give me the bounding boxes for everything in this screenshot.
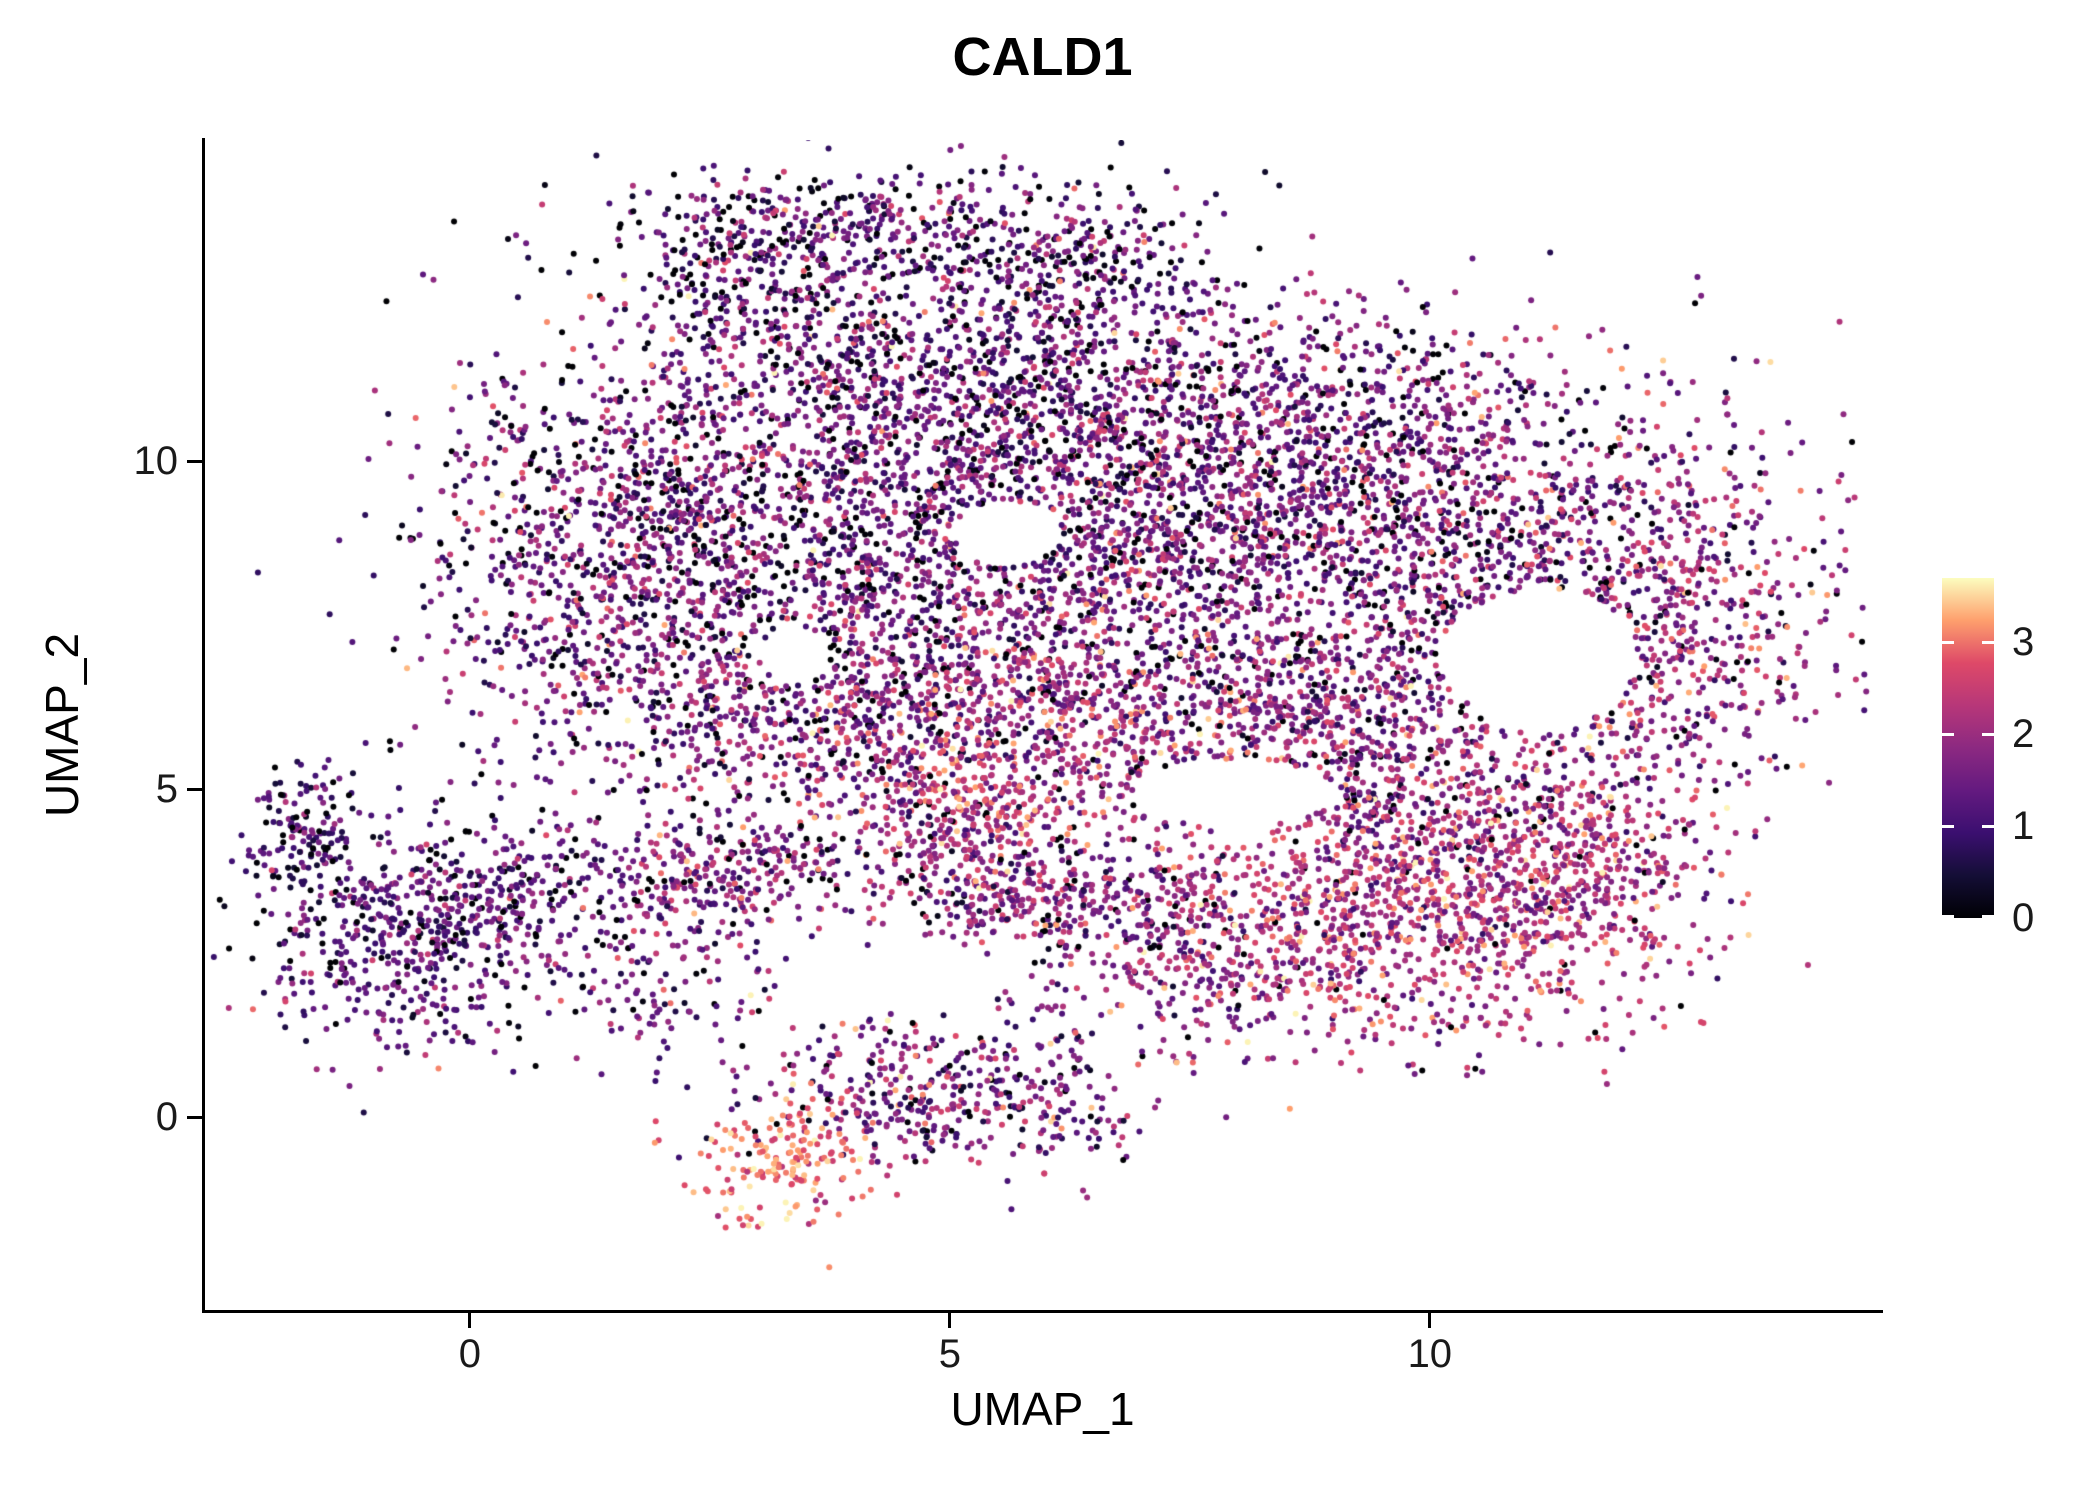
- colorbar-tick-mark: [1942, 824, 1954, 828]
- colorbar-tick-mark: [1982, 732, 1994, 736]
- colorbar-tick-mark: [1982, 824, 1994, 828]
- y-tick-label: 10: [133, 438, 179, 483]
- x-tick-mark: [948, 1313, 952, 1328]
- y-tick-mark: [187, 788, 202, 792]
- colorbar-tick-mark: [1982, 640, 1994, 644]
- x-tick-label: 5: [938, 1332, 961, 1376]
- x-axis-line: [202, 1310, 1883, 1313]
- colorbar: [1942, 578, 1994, 918]
- x-tick-mark: [1428, 1313, 1432, 1328]
- x-tick-mark: [468, 1313, 472, 1328]
- y-tick-label: 0: [155, 1094, 178, 1139]
- colorbar-tick-label: 2: [2012, 712, 2035, 757]
- y-tick-mark: [187, 1116, 202, 1120]
- colorbar-tick-mark: [1942, 732, 1954, 736]
- chart-title: CALD1: [952, 27, 1133, 87]
- x-tick-label: 10: [1407, 1332, 1453, 1376]
- colorbar-tick-label: 3: [2012, 620, 2035, 665]
- colorbar-tick-label: 1: [2012, 804, 2035, 849]
- x-axis-title: UMAP_1: [950, 1383, 1135, 1435]
- scatter-canvas: [205, 140, 1880, 1310]
- x-tick-label: 0: [458, 1332, 482, 1376]
- colorbar-tick-mark: [1942, 915, 1954, 918]
- colorbar-tick-mark: [1982, 915, 1994, 918]
- colorbar-tick-mark: [1942, 640, 1954, 644]
- colorbar-tick-label: 0: [2012, 896, 2035, 940]
- y-tick-mark: [187, 460, 202, 464]
- y-axis-line: [202, 138, 205, 1313]
- y-axis-title: UMAP_2: [36, 632, 88, 818]
